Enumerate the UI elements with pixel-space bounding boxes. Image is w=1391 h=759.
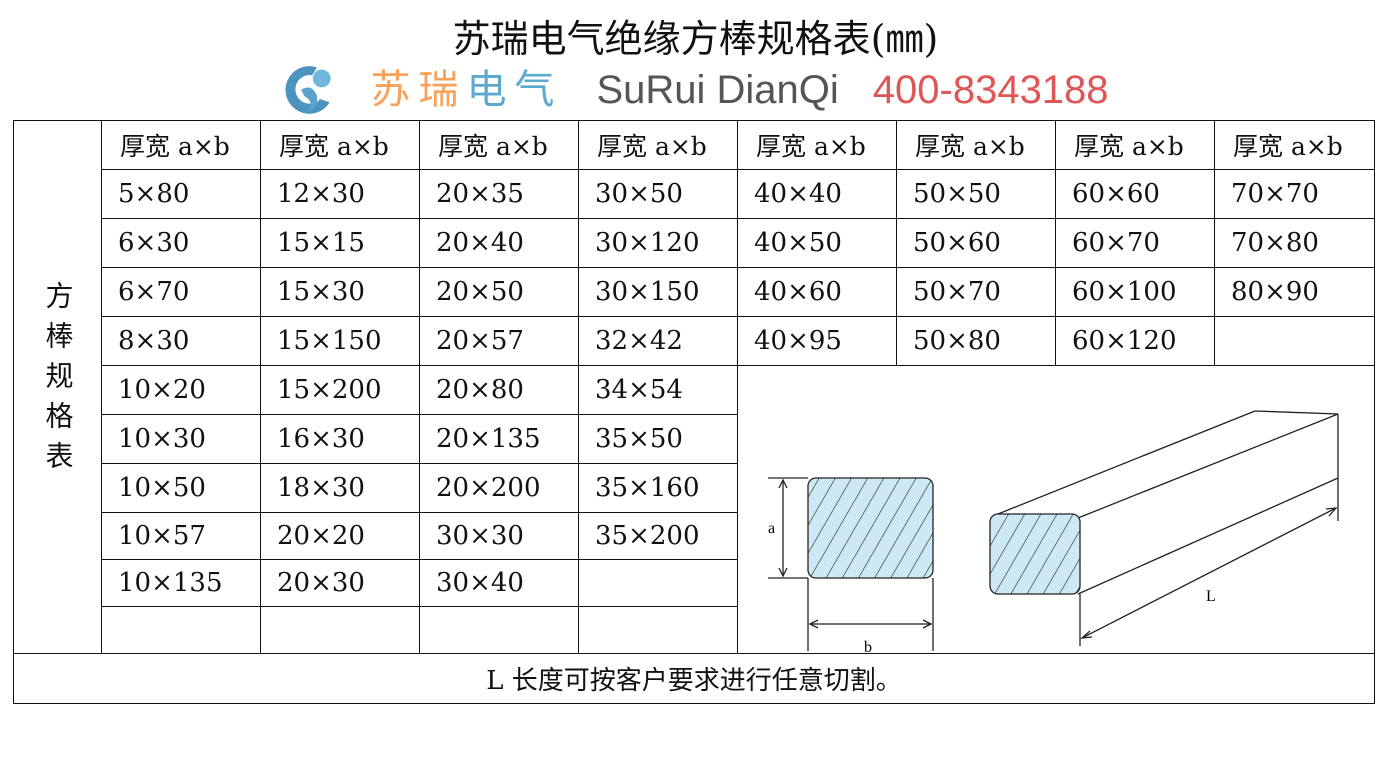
label-L: L bbox=[1206, 588, 1216, 605]
table-cell: 12×30 bbox=[260, 169, 420, 219]
table-cell: 20×50 bbox=[419, 267, 579, 317]
table-cell: 5×80 bbox=[101, 169, 261, 219]
brand-en-watermark: SuRui DianQi bbox=[596, 68, 839, 112]
brand-cn-2: 电气 bbox=[466, 67, 563, 113]
table-cell: 30×30 bbox=[419, 512, 579, 560]
table-cell: 35×200 bbox=[578, 512, 738, 560]
table-cell: 15×200 bbox=[260, 365, 420, 415]
table-cell: 20×35 bbox=[419, 169, 579, 219]
table-cell: 15×15 bbox=[260, 218, 420, 268]
table-cell: 20×135 bbox=[419, 414, 579, 464]
table-cell: 10×57 bbox=[101, 512, 261, 560]
table-cell: 10×20 bbox=[101, 365, 261, 415]
footer-note: L 长度可按客户要求进行任意切割。 bbox=[13, 653, 1375, 704]
side-label-text: 方棒规格表 bbox=[41, 281, 75, 481]
table-cell: 18×30 bbox=[260, 463, 420, 513]
spec-table: 方棒规格表 厚宽 a×b 厚宽 a×b 厚宽 a×b 厚宽 a×b 厚宽 a×b 厚宽 a×… bbox=[13, 120, 1375, 704]
column-header: 厚宽 a×b bbox=[737, 120, 897, 170]
table-cell: 20×20 bbox=[260, 512, 420, 560]
table-cell: 50×60 bbox=[896, 218, 1056, 268]
table-cell bbox=[578, 559, 738, 607]
table-cell: 16×30 bbox=[260, 414, 420, 464]
table-cell bbox=[578, 606, 738, 654]
diagram-cell: a b L bbox=[737, 365, 1375, 656]
table-cell: 60×100 bbox=[1055, 267, 1215, 317]
table-cell: 50×70 bbox=[896, 267, 1056, 317]
column-header: 厚宽 a×b bbox=[101, 120, 261, 170]
table-cell: 15×150 bbox=[260, 316, 420, 366]
column-header: 厚宽 a×b bbox=[1055, 120, 1215, 170]
table-cell: 40×40 bbox=[737, 169, 897, 219]
bar-3d-drawing bbox=[989, 410, 1339, 646]
table-cell: 40×95 bbox=[737, 316, 897, 366]
bar-diagram: a b L bbox=[768, 410, 1339, 656]
table-cell: 35×50 bbox=[578, 414, 738, 464]
brand-cn-1: 苏瑞 bbox=[370, 67, 467, 113]
table-cell: 6×70 bbox=[101, 267, 261, 317]
label-a: a bbox=[768, 520, 775, 537]
table-cell: 60×120 bbox=[1055, 316, 1215, 366]
table-cell: 30×40 bbox=[419, 559, 579, 607]
table-cell: 20×200 bbox=[419, 463, 579, 513]
table-cell: 20×30 bbox=[260, 559, 420, 607]
logo-watermark bbox=[282, 61, 336, 119]
table-cell: 70×70 bbox=[1214, 169, 1375, 219]
phone-watermark: 400-8343188 bbox=[872, 68, 1109, 112]
table-cell: 60×60 bbox=[1055, 169, 1215, 219]
table-cell bbox=[1214, 316, 1375, 366]
table-cell: 6×30 bbox=[101, 218, 261, 268]
page-title: 苏瑞电气绝缘方棒规格表(㎜) bbox=[452, 17, 939, 61]
table-cell: 10×50 bbox=[101, 463, 261, 513]
column-header: 厚宽 a×b bbox=[578, 120, 738, 170]
table-cell: 80×90 bbox=[1214, 267, 1375, 317]
table-cell: 50×80 bbox=[896, 316, 1056, 366]
column-header: 厚宽 a×b bbox=[896, 120, 1056, 170]
table-cell: 40×60 bbox=[737, 267, 897, 317]
table-cell bbox=[101, 606, 261, 654]
table-cell: 40×50 bbox=[737, 218, 897, 268]
table-cell: 20×80 bbox=[419, 365, 579, 415]
table-cell: 15×30 bbox=[260, 267, 420, 317]
table-cell: 60×70 bbox=[1055, 218, 1215, 268]
column-header: 厚宽 a×b bbox=[260, 120, 420, 170]
table-cell: 30×150 bbox=[578, 267, 738, 317]
watermark-band: 苏瑞电气 SuRui DianQi 400-8343188 bbox=[0, 62, 1391, 118]
table-cell: 34×54 bbox=[578, 365, 738, 415]
table-cell: 32×42 bbox=[578, 316, 738, 366]
column-header: 厚宽 a×b bbox=[419, 120, 579, 170]
table-cell: 70×80 bbox=[1214, 218, 1375, 268]
table-cell bbox=[260, 606, 420, 654]
table-cell: 8×30 bbox=[101, 316, 261, 366]
label-b: b bbox=[864, 639, 872, 656]
table-cell: 20×57 bbox=[419, 316, 579, 366]
table-cell: 35×160 bbox=[578, 463, 738, 513]
column-header: 厚宽 a×b bbox=[1214, 120, 1375, 170]
table-cell bbox=[419, 606, 579, 654]
table-cell: 50×50 bbox=[896, 169, 1056, 219]
table-cell: 10×30 bbox=[101, 414, 261, 464]
side-label: 方棒规格表 bbox=[13, 120, 102, 654]
table-cell: 30×50 bbox=[578, 169, 738, 219]
cross-section-drawing bbox=[768, 477, 934, 651]
table-cell: 10×135 bbox=[101, 559, 261, 607]
table-cell: 20×40 bbox=[419, 218, 579, 268]
brand-watermark: 苏瑞电气 bbox=[370, 65, 562, 115]
table-cell: 30×120 bbox=[578, 218, 738, 268]
